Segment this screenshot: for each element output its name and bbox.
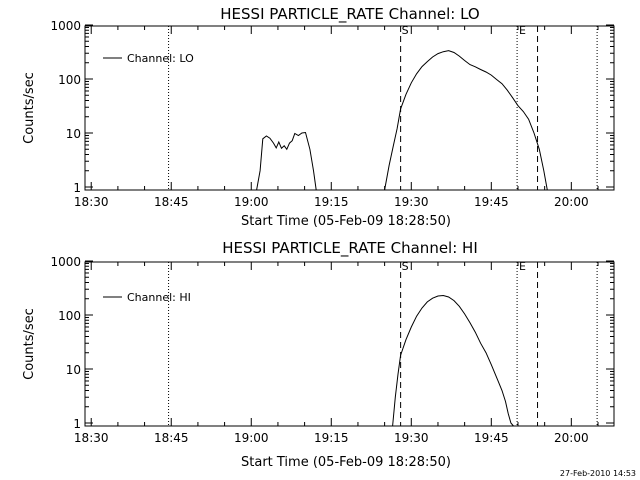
y-tick-label: 1000 bbox=[50, 255, 81, 269]
x-axis-label: Start Time (05-Feb-09 18:28:50) bbox=[241, 455, 451, 470]
y-tick-label: 100 bbox=[58, 309, 81, 323]
x-tick-label: 19:45 bbox=[474, 431, 509, 445]
x-tick-label: 18:45 bbox=[154, 195, 189, 209]
marker-label-e: E bbox=[519, 24, 526, 37]
y-axis-label: Counts/sec bbox=[22, 308, 37, 380]
legend-label: Channel: LO bbox=[127, 52, 194, 65]
y-tick-label: 1 bbox=[73, 417, 81, 431]
x-tick-label: 18:45 bbox=[154, 431, 189, 445]
x-tick-label: 19:30 bbox=[394, 195, 429, 209]
y-axis-label: Counts/sec bbox=[22, 72, 37, 144]
x-tick-label: 20:00 bbox=[554, 431, 589, 445]
x-tick-label: 19:15 bbox=[314, 431, 349, 445]
y-tick-label: 1 bbox=[73, 181, 81, 195]
timestamp: 27-Feb-2010 14:53 bbox=[560, 469, 636, 478]
chart-title: HESSI PARTICLE_RATE Channel: LO bbox=[220, 5, 479, 24]
y-tick-label: 10 bbox=[66, 127, 81, 141]
marker-label-e: E bbox=[519, 260, 526, 273]
marker-label-s: S bbox=[402, 24, 409, 37]
x-tick-label: 19:45 bbox=[474, 195, 509, 209]
marker-label-s: S bbox=[402, 260, 409, 273]
x-tick-label: 19:15 bbox=[314, 195, 349, 209]
series-line bbox=[392, 294, 514, 427]
x-tick-label: 19:00 bbox=[234, 195, 269, 209]
x-axis-label: Start Time (05-Feb-09 18:28:50) bbox=[241, 214, 451, 229]
y-tick-label: 1000 bbox=[50, 19, 81, 33]
x-tick-label: 19:00 bbox=[234, 431, 269, 445]
plot-frame bbox=[84, 261, 615, 427]
y-tick-label: 100 bbox=[58, 73, 81, 87]
chart-panel-hi: HESSI PARTICLE_RATE Channel: HI Counts/s… bbox=[22, 239, 615, 470]
x-tick-label: 18:30 bbox=[74, 195, 109, 209]
y-ticks: 1 10 100 1000 bbox=[50, 255, 614, 431]
y-tick-label: 10 bbox=[66, 363, 81, 377]
chart-title: HESSI PARTICLE_RATE Channel: HI bbox=[222, 239, 478, 258]
x-ticks: 18:30 18:45 19:00 19:15 19:30 19:45 20:00 bbox=[74, 26, 599, 209]
series-layer bbox=[392, 294, 514, 427]
plot-frame bbox=[84, 25, 615, 191]
series-line bbox=[256, 50, 548, 191]
y-ticks: 1 10 100 1000 bbox=[50, 19, 614, 195]
x-tick-label: 20:00 bbox=[554, 195, 589, 209]
chart-panel-lo: HESSI PARTICLE_RATE Channel: LO Counts/s… bbox=[22, 5, 615, 229]
x-tick-label: 18:30 bbox=[74, 431, 109, 445]
x-ticks: 18:30 18:45 19:00 19:15 19:30 19:45 20:00 bbox=[74, 262, 599, 445]
x-tick-label: 19:30 bbox=[394, 431, 429, 445]
legend-label: Channel: HI bbox=[127, 291, 191, 304]
series-layer bbox=[256, 50, 548, 191]
